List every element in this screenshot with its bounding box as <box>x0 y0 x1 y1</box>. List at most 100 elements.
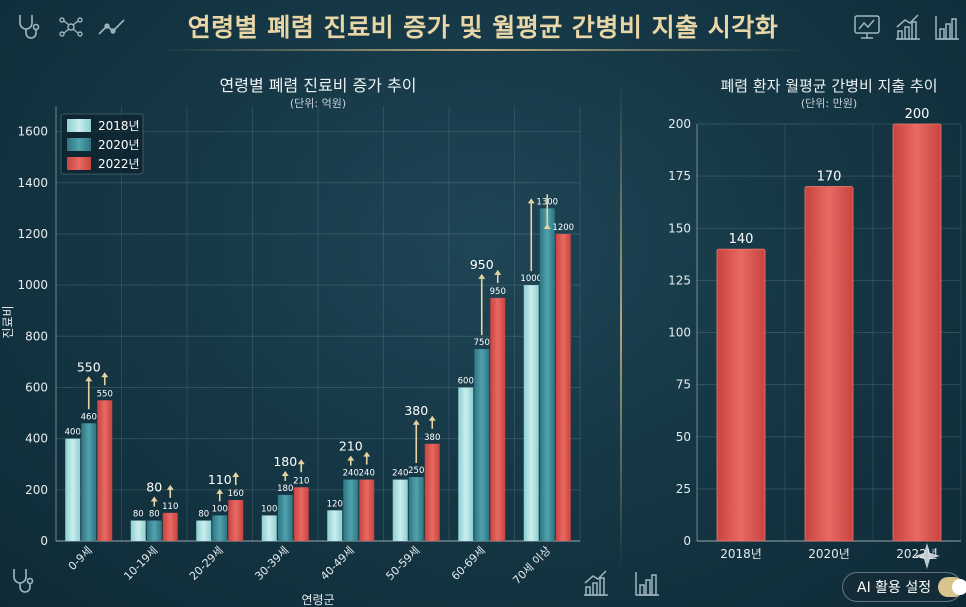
growth-value-label: 950 <box>470 257 494 272</box>
bar-value-label: 950 <box>490 287 506 297</box>
y-tick-label: 100 <box>668 326 691 340</box>
x-tick-label: 40-49세 <box>318 544 357 583</box>
bar-2018년 <box>65 438 81 541</box>
bar-care-cost <box>892 123 942 542</box>
growth-arrow-head <box>216 488 224 494</box>
network-icon[interactable] <box>56 12 86 42</box>
growth-arrow-head <box>543 223 551 229</box>
bar-value-label: 750 <box>474 338 490 348</box>
ai-settings-button[interactable]: AI 활용 설정 <box>842 572 962 602</box>
bar-value-label: 380 <box>424 433 440 443</box>
growth-value-label: 180 <box>273 454 297 469</box>
left-chart-subtitle: (단위: 억원) <box>290 97 346 110</box>
y-tick-label: 1200 <box>17 227 48 241</box>
bar-2020년 <box>212 515 228 541</box>
y-tick-label: 150 <box>668 221 691 235</box>
stethoscope-icon[interactable] <box>8 566 38 596</box>
y-tick-label: 200 <box>25 483 48 497</box>
bar-2018년 <box>327 510 343 541</box>
bar-value-label: 100 <box>212 504 228 514</box>
bar-2018년 <box>523 285 539 541</box>
ai-settings-toggle[interactable] <box>938 577 966 597</box>
x-tick-label: 30-39세 <box>252 544 291 583</box>
y-tick-label: 175 <box>668 169 691 183</box>
y-tick-label: 125 <box>668 273 691 287</box>
growth-value-label: 80 <box>146 480 162 495</box>
y-tick-label: 1400 <box>17 176 48 190</box>
bar-value-label: 250 <box>408 466 424 476</box>
right-chart-subtitle: (단위: 만원) <box>801 97 857 110</box>
growth-value-label: 380 <box>404 403 428 418</box>
bar-2022년 <box>97 400 113 541</box>
x-axis-title: 연령군 <box>301 593 334 607</box>
bar-value-label: 80 <box>149 510 160 520</box>
legend-label: 2018년 <box>98 119 140 133</box>
y-tick-label: 200 <box>668 117 691 131</box>
bar-2022년 <box>359 479 375 541</box>
bar-value-label: 140 <box>729 232 754 247</box>
bar-2020년 <box>539 208 555 541</box>
growth-arrow-head <box>347 455 355 461</box>
bar-2018년 <box>261 515 277 541</box>
page-title: 연령별 폐렴 진료비 증가 및 월평균 간병비 지출 시각화 <box>187 13 779 42</box>
bar-care-cost <box>804 186 854 542</box>
growth-arrow-head <box>85 376 93 382</box>
bar-value-label: 80 <box>198 510 209 520</box>
y-tick-label: 1600 <box>17 125 48 139</box>
growth-arrow-head <box>363 451 371 457</box>
y-tick-label: 50 <box>676 430 691 444</box>
growth-bars-icon[interactable] <box>580 568 610 598</box>
legend-label: 2020년 <box>98 138 140 152</box>
growth-bars-icon[interactable] <box>892 12 922 42</box>
growth-arrow-head <box>281 470 289 476</box>
monitor-chart-icon[interactable] <box>852 12 882 42</box>
bar-value-label: 110 <box>162 502 178 512</box>
bar-chart-icon[interactable] <box>632 568 662 598</box>
y-tick-label: 1000 <box>17 278 48 292</box>
x-tick-label: 20-29세 <box>187 544 226 583</box>
bar-2020년 <box>343 479 359 541</box>
bar-2018년 <box>392 479 408 541</box>
growth-arrow-head <box>166 484 174 490</box>
y-axis-title: 진료비 <box>1 305 15 338</box>
x-tick-label: 60-69세 <box>449 544 488 583</box>
legend-label: 2022년 <box>98 157 140 171</box>
title-underline <box>160 49 806 51</box>
legend-swatch <box>67 138 91 151</box>
bar-value-label: 1200 <box>552 223 574 233</box>
trend-line-icon[interactable] <box>96 12 128 42</box>
bar-value-label: 160 <box>228 489 244 499</box>
bar-value-label: 600 <box>458 376 474 386</box>
bar-care-cost <box>716 248 766 542</box>
bar-2022년 <box>490 297 506 541</box>
x-tick-label: 50-59세 <box>383 544 422 583</box>
y-tick-label: 0 <box>683 534 691 548</box>
bar-2020년 <box>408 477 424 541</box>
bar-2022년 <box>162 512 178 541</box>
y-tick-label: 25 <box>676 482 691 496</box>
bar-value-label: 1000 <box>520 274 542 284</box>
growth-arrow-head <box>297 459 305 465</box>
bar-value-label: 170 <box>817 170 842 185</box>
growth-arrow-head <box>412 419 420 425</box>
bar-2018년 <box>130 520 146 541</box>
x-tick-label: 2018년 <box>720 547 762 561</box>
growth-arrow-head <box>150 496 158 502</box>
growth-arrow-head <box>527 198 535 204</box>
bar-value-label: 100 <box>261 504 277 514</box>
bar-chart-icon[interactable] <box>932 12 962 42</box>
bar-value-label: 180 <box>277 484 293 494</box>
bar-value-label: 120 <box>327 499 343 509</box>
y-tick-label: 0 <box>40 534 48 548</box>
y-tick-label: 400 <box>25 432 48 446</box>
stethoscope-icon[interactable] <box>14 12 44 42</box>
bar-2022년 <box>424 443 440 541</box>
growth-value-label: 550 <box>77 359 101 374</box>
legend-swatch <box>67 157 91 170</box>
bar-2018년 <box>196 520 212 541</box>
x-tick-label: 10-19세 <box>121 544 160 583</box>
bar-2020년 <box>277 494 293 541</box>
left-chart-title: 연령별 폐렴 진료비 증가 추이 <box>220 76 417 95</box>
growth-arrow-head <box>478 273 486 279</box>
